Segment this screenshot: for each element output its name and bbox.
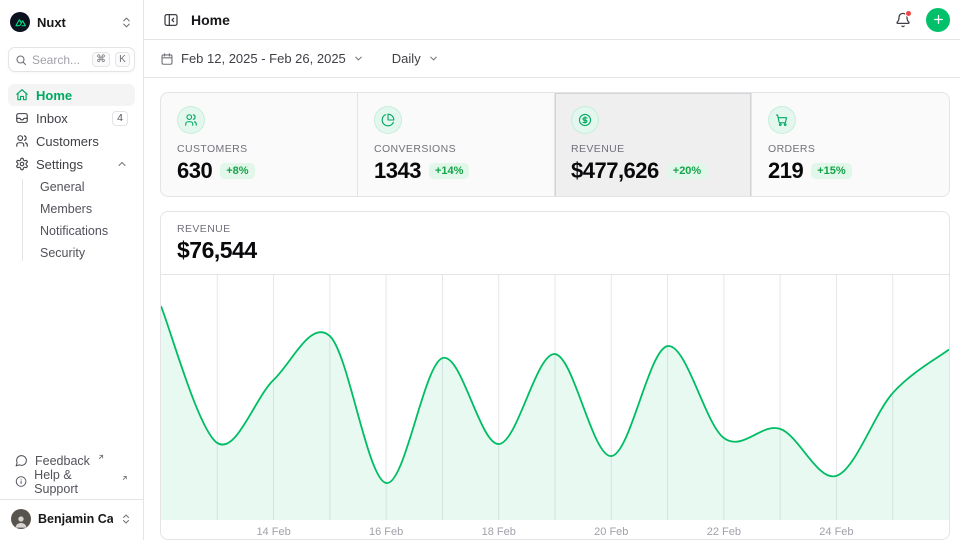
stat-value: 1343	[374, 158, 421, 184]
stat-card-orders[interactable]: ORDERS 219 +15%	[752, 93, 949, 197]
chevron-down-icon	[428, 53, 439, 64]
stat-value: 630	[177, 158, 212, 184]
sidebar: Nuxt Search... ⌘ K Home Inbox 4 Customer…	[0, 0, 144, 540]
revenue-chart-card: REVENUE $76,544 14 Feb 16 Feb 18 Feb 20 Feb…	[160, 211, 950, 540]
chevrons-up-down-icon	[120, 513, 132, 525]
circle-dollar-icon	[578, 113, 592, 127]
period-select[interactable]: Daily	[392, 51, 439, 66]
cart-icon	[775, 113, 789, 127]
chart-plot-area	[161, 275, 949, 520]
nuxt-logo-icon	[10, 12, 30, 32]
stat-card-revenue[interactable]: REVENUE $477,626 +20%	[555, 93, 752, 197]
inbox-badge: 4	[112, 111, 128, 126]
avatar	[11, 509, 31, 529]
period-label: Daily	[392, 51, 421, 66]
sidebar-item-inbox[interactable]: Inbox 4	[8, 107, 135, 129]
date-range-label: Feb 12, 2025 - Feb 26, 2025	[181, 51, 346, 66]
sidebar-divider	[0, 499, 143, 500]
sidebar-item-label: Inbox	[36, 111, 105, 126]
x-axis-label: 18 Feb	[482, 526, 516, 538]
search-icon	[15, 54, 27, 66]
sidebar-item-settings[interactable]: Settings	[8, 153, 135, 175]
collapse-sidebar-button[interactable]	[160, 9, 182, 31]
kbd-cmd: ⌘	[92, 52, 110, 67]
stat-change-badge: +8%	[220, 163, 254, 179]
gear-icon	[15, 157, 29, 171]
x-axis-label: 14 Feb	[256, 526, 290, 538]
stat-label: CUSTOMERS	[177, 143, 341, 155]
sidebar-subitem-notifications[interactable]: Notifications	[40, 220, 135, 242]
sidebar-item-home[interactable]: Home	[8, 84, 135, 106]
stat-change-badge: +14%	[429, 163, 469, 179]
workspace-name: Nuxt	[37, 15, 113, 30]
sidebar-item-label: Help & Support	[34, 468, 113, 496]
stat-label: REVENUE	[571, 143, 735, 155]
chevron-up-icon	[116, 158, 128, 170]
chart-title: REVENUE	[177, 223, 933, 235]
settings-subnav: General Members Notifications Security	[8, 176, 135, 264]
sidebar-spacer	[8, 266, 135, 450]
external-link-icon	[97, 453, 105, 461]
top-bar: Home	[144, 0, 960, 40]
page-title: Home	[191, 12, 880, 28]
sidebar-item-customers[interactable]: Customers	[8, 130, 135, 152]
user-name: Benjamin Canac	[38, 512, 113, 526]
sidebar-subitem-members[interactable]: Members	[40, 198, 135, 220]
stat-card-conversions[interactable]: CONVERSIONS 1343 +14%	[358, 93, 555, 197]
chart-pie-icon	[381, 113, 395, 127]
sidebar-nav: Home Inbox 4 Customers Settings General …	[8, 84, 135, 266]
sidebar-item-label: Settings	[36, 157, 109, 172]
page-content: CUSTOMERS 630 +8% CONVERSIONS 1343 +14%	[144, 78, 960, 540]
sidebar-item-label: Home	[36, 88, 128, 103]
x-axis-label: 24 Feb	[819, 526, 853, 538]
chevrons-up-down-icon	[120, 16, 133, 29]
sidebar-subitem-security[interactable]: Security	[40, 242, 135, 264]
x-axis-label: 20 Feb	[594, 526, 628, 538]
main-panel: Home Feb 12, 2025 - Feb 26, 2025 Daily	[144, 0, 960, 540]
filter-bar: Feb 12, 2025 - Feb 26, 2025 Daily	[144, 40, 960, 78]
notifications-button[interactable]	[889, 6, 917, 34]
help-icon	[15, 475, 27, 488]
stat-card-customers[interactable]: CUSTOMERS 630 +8%	[161, 93, 358, 197]
chart-x-axis: 14 Feb 16 Feb 18 Feb 20 Feb 22 Feb 24 Feb	[161, 520, 949, 539]
stat-change-badge: +15%	[811, 163, 851, 179]
stat-change-badge: +20%	[667, 163, 707, 179]
add-button[interactable]	[926, 8, 950, 32]
stat-value: 219	[768, 158, 803, 184]
date-range-picker[interactable]: Feb 12, 2025 - Feb 26, 2025	[160, 51, 364, 66]
external-link-icon	[121, 474, 128, 482]
chart-header: REVENUE $76,544	[161, 212, 949, 275]
panel-left-close-icon	[163, 12, 179, 28]
chart-current-value: $76,544	[177, 237, 933, 264]
app-window: Nuxt Search... ⌘ K Home Inbox 4 Customer…	[0, 0, 960, 540]
plus-icon	[932, 13, 945, 26]
sidebar-item-label: Feedback	[35, 454, 90, 468]
feedback-icon	[15, 454, 28, 467]
x-axis-label: 16 Feb	[369, 526, 403, 538]
home-icon	[15, 88, 29, 102]
workspace-switcher[interactable]: Nuxt	[8, 10, 135, 34]
chevron-down-icon	[353, 53, 364, 64]
sidebar-subitem-general[interactable]: General	[40, 176, 135, 198]
inbox-icon	[15, 111, 29, 125]
user-menu[interactable]: Benjamin Canac	[8, 506, 135, 532]
stat-value: $477,626	[571, 158, 659, 184]
x-axis-label: 22 Feb	[707, 526, 741, 538]
search-placeholder: Search...	[32, 53, 87, 67]
stats-grid: CUSTOMERS 630 +8% CONVERSIONS 1343 +14%	[160, 92, 950, 197]
calendar-icon	[160, 52, 174, 66]
sidebar-item-label: Customers	[36, 134, 128, 149]
stat-label: CONVERSIONS	[374, 143, 538, 155]
kbd-k: K	[115, 52, 130, 67]
stat-label: ORDERS	[768, 143, 933, 155]
sidebar-item-help[interactable]: Help & Support	[8, 471, 135, 492]
search-input[interactable]: Search... ⌘ K	[8, 47, 135, 72]
notification-dot	[905, 10, 912, 17]
revenue-area-chart	[161, 275, 949, 520]
users-icon	[184, 113, 198, 127]
users-icon	[15, 134, 29, 148]
